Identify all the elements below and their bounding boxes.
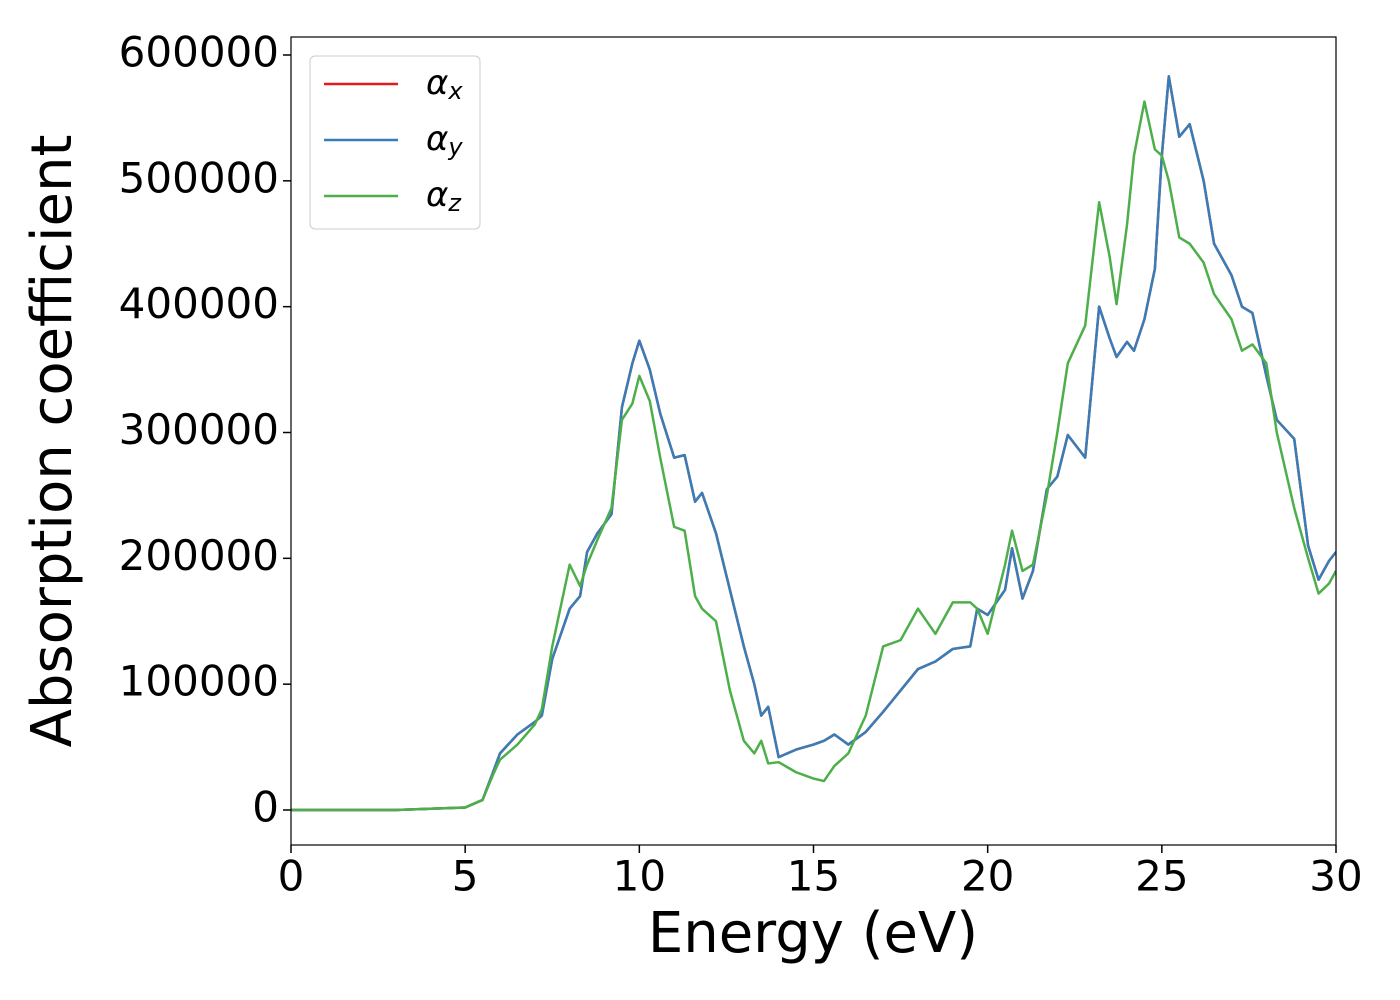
x-tick-label: 10 [613, 852, 666, 901]
x-axis-label: Energy (eV) [648, 901, 978, 966]
x-tick-label: 15 [787, 852, 840, 901]
legend-subscript: y [447, 133, 463, 161]
y-axis-label: Absorption coefficient [20, 135, 85, 748]
y-tick-label: 200000 [119, 531, 279, 580]
legend-label: αy [426, 119, 463, 162]
y-tick-label: 400000 [119, 279, 279, 328]
x-tick-label: 25 [1135, 852, 1188, 901]
legend-symbol: α [426, 63, 448, 103]
legend-symbol: α [426, 119, 448, 159]
legend-label: αx [426, 63, 463, 106]
x-tick-label: 30 [1309, 852, 1362, 901]
y-tick-label: 300000 [119, 405, 279, 454]
x-tick-label: 20 [961, 852, 1014, 901]
legend-label: αz [426, 175, 462, 218]
series-line [291, 75, 1336, 812]
y-tick-label: 600000 [119, 28, 279, 77]
y-tick-label: 100000 [119, 657, 279, 706]
y-tick-label: 0 [252, 782, 279, 831]
series-line [291, 100, 1336, 812]
legend-symbol: α [426, 175, 448, 215]
x-tick-label: 5 [452, 852, 479, 901]
legend-subscript: z [447, 189, 462, 217]
legend-subscript: x [447, 77, 463, 105]
x-tick-label: 0 [278, 852, 305, 901]
plot-frame [290, 36, 1337, 846]
legend-box [309, 55, 481, 230]
y-tick-label: 500000 [119, 153, 279, 202]
